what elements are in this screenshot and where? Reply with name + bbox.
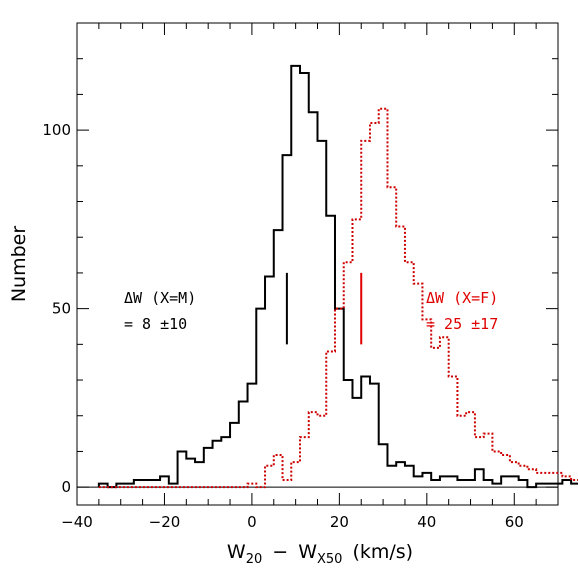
x-label-sub-20: 20 bbox=[246, 552, 263, 567]
y-tick-label: 0 bbox=[61, 478, 71, 496]
x-label-w2: W bbox=[298, 541, 317, 563]
series-dotted-histogram bbox=[98, 107, 578, 489]
x-label-sub-x50: X50 bbox=[317, 552, 342, 567]
x-tick-label: 40 bbox=[417, 513, 436, 531]
annotation-f-line1: ΔW (X=F) bbox=[426, 289, 498, 307]
x-tick-label: 60 bbox=[505, 513, 524, 531]
x-tick-label: 0 bbox=[247, 513, 257, 531]
y-tick-label: 100 bbox=[42, 121, 71, 139]
y-tick-label: 50 bbox=[52, 300, 71, 318]
y-axis-label: Number bbox=[8, 226, 30, 303]
annotation-m-line2: = 8 ±10 bbox=[124, 315, 187, 333]
annotation-m-line1: ΔW (X=M) bbox=[124, 289, 196, 307]
x-label-unit: (km/s) bbox=[352, 541, 413, 563]
x-label-w: W bbox=[227, 541, 246, 563]
annotation-m: ΔW (X=M) = 8 ±10 bbox=[124, 289, 196, 333]
x-tick-label: 20 bbox=[330, 513, 349, 531]
plot-frame bbox=[76, 22, 559, 506]
series-solid-histogram bbox=[97, 64, 578, 489]
annotation-f-line2: = 25 ±17 bbox=[426, 315, 498, 333]
annotation-f: ΔW (X=F) = 25 ±17 bbox=[426, 289, 498, 333]
x-label-minus: − bbox=[272, 541, 288, 563]
axis-ticks bbox=[76, 22, 559, 505]
axis-tick-labels: −40 −20 0 20 40 60 0 50 100 bbox=[42, 121, 523, 531]
x-axis-label: W20− WX50 (km/s) bbox=[227, 541, 413, 567]
x-tick-label: −40 bbox=[61, 513, 93, 531]
x-tick-label: −20 bbox=[149, 513, 181, 531]
